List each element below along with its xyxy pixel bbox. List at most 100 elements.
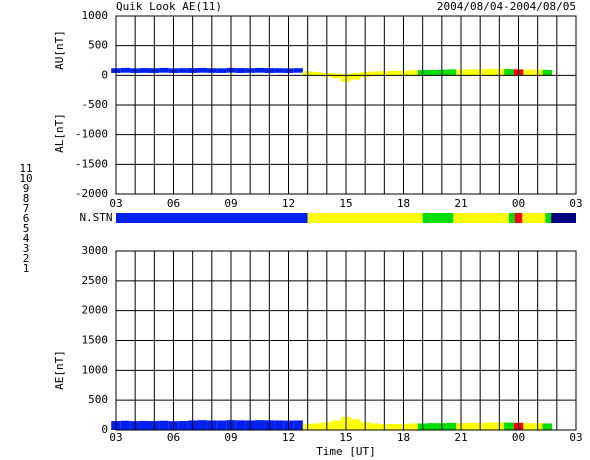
legend-label: 10 <box>19 172 32 185</box>
band-bar <box>235 68 246 73</box>
x-tick-label: 15 <box>339 431 352 444</box>
band-bar <box>331 73 342 79</box>
band-bar <box>389 70 399 76</box>
y-tick-label: 500 <box>88 393 108 406</box>
station-segment <box>508 213 515 223</box>
y-tick-label: -1000 <box>75 128 108 141</box>
x-tick-label: 00 <box>512 197 525 210</box>
band-bar <box>523 69 533 76</box>
station-segment <box>307 213 423 223</box>
stations-label: N.STN <box>79 211 112 224</box>
x-tick-label: 03 <box>109 431 122 444</box>
x-tick-label: 03 <box>569 431 582 444</box>
y-tick-label: 1000 <box>82 9 109 22</box>
band-bar <box>159 67 169 73</box>
band-bar <box>427 69 438 76</box>
station-segment <box>522 213 546 223</box>
band-bar <box>254 67 265 73</box>
band-bar <box>484 69 495 76</box>
station-segment <box>422 213 454 223</box>
x-tick-label: 15 <box>339 197 352 210</box>
x-tick-label: 12 <box>282 431 295 444</box>
y-tick-label: -1500 <box>75 157 108 170</box>
band-bar <box>408 70 418 76</box>
legend-label: 11 <box>19 162 32 175</box>
y-axis-label: AE[nT] <box>53 350 66 390</box>
band-bar <box>274 68 284 73</box>
area-bar <box>408 423 418 430</box>
legend-label: 6 <box>23 212 30 225</box>
band-bar <box>369 71 380 76</box>
y-tick-label: 3000 <box>82 244 109 257</box>
legend-label: 5 <box>23 222 30 235</box>
x-tick-label: 21 <box>454 197 467 210</box>
area-bar <box>484 422 495 430</box>
area-bar <box>178 421 188 430</box>
y-axis-label: AL[nT] <box>53 113 66 153</box>
area-bar <box>389 424 399 430</box>
area-bar <box>274 420 284 430</box>
area-bar <box>254 420 265 430</box>
area-bar <box>120 420 131 430</box>
y-tick-label: -2000 <box>75 187 108 200</box>
y-tick-label: 2500 <box>82 274 109 287</box>
band-bar <box>504 69 514 76</box>
area-bar <box>523 423 533 430</box>
band-bar <box>293 68 303 73</box>
x-tick-label: 18 <box>397 431 410 444</box>
band-bar <box>120 67 131 73</box>
plot-frame <box>115 15 577 195</box>
y-tick-label: 1500 <box>82 334 109 347</box>
x-tick-label: 09 <box>224 431 237 444</box>
area-bar <box>504 422 514 430</box>
chart-title: Quik Look AE(11) <box>116 0 222 13</box>
band-bar <box>178 68 188 73</box>
band-bar <box>446 69 457 76</box>
area-bar <box>197 420 208 430</box>
x-tick-label: 03 <box>569 197 582 210</box>
area-bar <box>216 420 227 430</box>
x-tick-label: 12 <box>282 197 295 210</box>
x-tick-label: 09 <box>224 197 237 210</box>
x-tick-label: 06 <box>167 197 180 210</box>
band-bar <box>312 72 323 76</box>
area-bar <box>369 423 380 430</box>
x-axis-label: Time [UT] <box>316 445 376 458</box>
legend-label: 9 <box>23 182 30 195</box>
y-tick-label: 1000 <box>82 363 109 376</box>
legend-label: 2 <box>23 252 30 265</box>
area-bar <box>542 423 553 430</box>
station-segment <box>551 213 576 223</box>
x-tick-label: 21 <box>454 431 467 444</box>
y-tick-label: 500 <box>88 39 108 52</box>
y-tick-label: 2000 <box>82 304 109 317</box>
station-segment <box>116 213 308 223</box>
station-segment <box>514 213 523 223</box>
band-bar <box>465 69 476 76</box>
area-bar <box>446 422 457 430</box>
area-bar <box>331 420 342 430</box>
area-bar <box>312 423 323 430</box>
band-bar <box>350 72 361 80</box>
station-segment <box>453 213 509 223</box>
legend-label: 7 <box>23 202 30 215</box>
area-bar <box>139 420 150 430</box>
area-bar <box>293 420 303 430</box>
area-bar <box>159 420 169 430</box>
x-tick-label: 00 <box>512 431 525 444</box>
x-tick-label: 18 <box>397 197 410 210</box>
legend-label: 8 <box>23 192 30 205</box>
y-tick-label: -500 <box>82 98 109 111</box>
x-tick-label: 03 <box>109 197 122 210</box>
legend-label: 1 <box>23 262 30 275</box>
band-bar <box>197 67 208 73</box>
legend-label: 4 <box>23 232 30 245</box>
y-axis-label: AU[nT] <box>53 30 66 70</box>
area-bar <box>465 422 476 430</box>
band-bar <box>216 68 227 73</box>
x-tick-label: 06 <box>167 431 180 444</box>
area-bar <box>427 423 438 430</box>
legend-label: 3 <box>23 242 30 255</box>
